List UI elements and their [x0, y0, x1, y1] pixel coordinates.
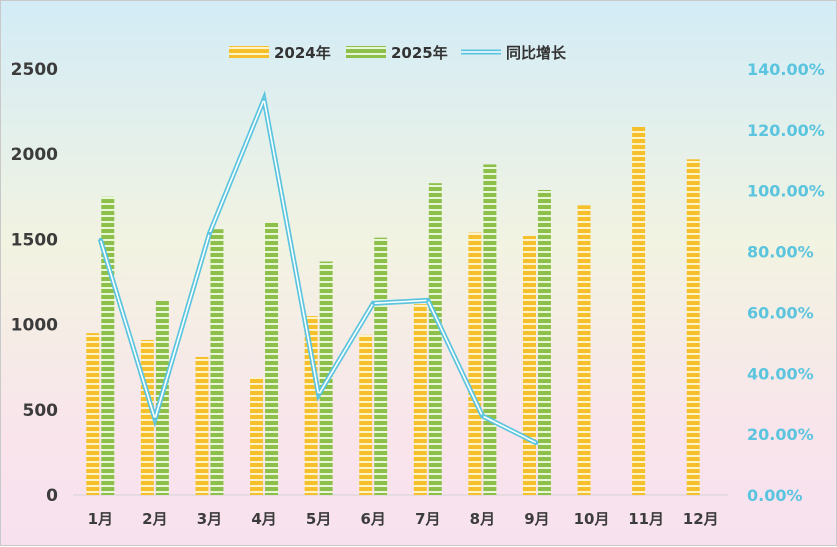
x-tick-label: 3月 [197, 510, 222, 528]
bar-2024 [468, 232, 482, 496]
bar-2024 [686, 159, 700, 495]
x-tick-label: 6月 [360, 510, 385, 528]
y-tick-label: 2500 [11, 60, 58, 80]
y2-tick-label: 100.00% [747, 182, 825, 201]
y-tick-label: 500 [23, 401, 59, 421]
x-tick-label: 11月 [628, 510, 664, 528]
y2-tick-label: 40.00% [747, 364, 814, 383]
growth-point [98, 237, 102, 241]
legend-swatch-2025 [346, 46, 386, 58]
x-tick-label: 9月 [524, 510, 549, 528]
bar-2025 [428, 183, 442, 495]
y-tick-label: 1000 [11, 316, 58, 336]
bar-2025 [210, 229, 224, 495]
y2-tick-label: 60.00% [747, 303, 814, 322]
x-tick-label: 4月 [251, 510, 276, 528]
growth-point [371, 301, 375, 305]
growth-point [426, 298, 430, 302]
x-tick-label: 7月 [415, 510, 440, 528]
bar-2025 [374, 237, 388, 496]
legend-label: 2025年 [391, 44, 448, 62]
bar-2025 [537, 189, 551, 495]
x-tick-label: 2月 [142, 510, 167, 528]
growth-point [317, 393, 321, 397]
x-tick-label: 10月 [574, 510, 610, 528]
growth-point [153, 417, 157, 421]
growth-point [535, 441, 539, 445]
legend-label: 2024年 [274, 44, 331, 62]
bar-2024 [195, 356, 209, 495]
y2-tick-label: 80.00% [747, 243, 814, 262]
bar-2024 [413, 304, 427, 495]
x-tick-label: 8月 [470, 510, 495, 528]
x-tick-label: 5月 [306, 510, 331, 528]
y2-tick-label: 140.00% [747, 60, 825, 79]
bar-2025 [265, 222, 279, 496]
y-tick-label: 0 [46, 486, 58, 506]
bar-2024 [86, 333, 100, 495]
growth-point [262, 97, 266, 101]
growth-point [480, 414, 484, 418]
bar-2025 [483, 164, 497, 495]
legend-label: 同比增长 [506, 44, 567, 62]
y2-tick-label: 20.00% [747, 425, 814, 444]
growth-point [207, 231, 211, 235]
legend-swatch-2024 [229, 46, 269, 58]
y2-tick-label: 120.00% [747, 121, 825, 140]
bar-2024 [632, 126, 646, 495]
y2-tick-label: 0.00% [747, 486, 803, 505]
y-tick-label: 2000 [11, 145, 58, 165]
x-tick-label: 1月 [88, 510, 113, 528]
bar-2024 [359, 334, 373, 495]
bar-2024 [577, 205, 591, 495]
x-tick-label: 12月 [683, 510, 719, 528]
bar-2024 [250, 377, 264, 495]
bar-2024 [522, 235, 536, 495]
y-tick-label: 1500 [11, 230, 58, 250]
